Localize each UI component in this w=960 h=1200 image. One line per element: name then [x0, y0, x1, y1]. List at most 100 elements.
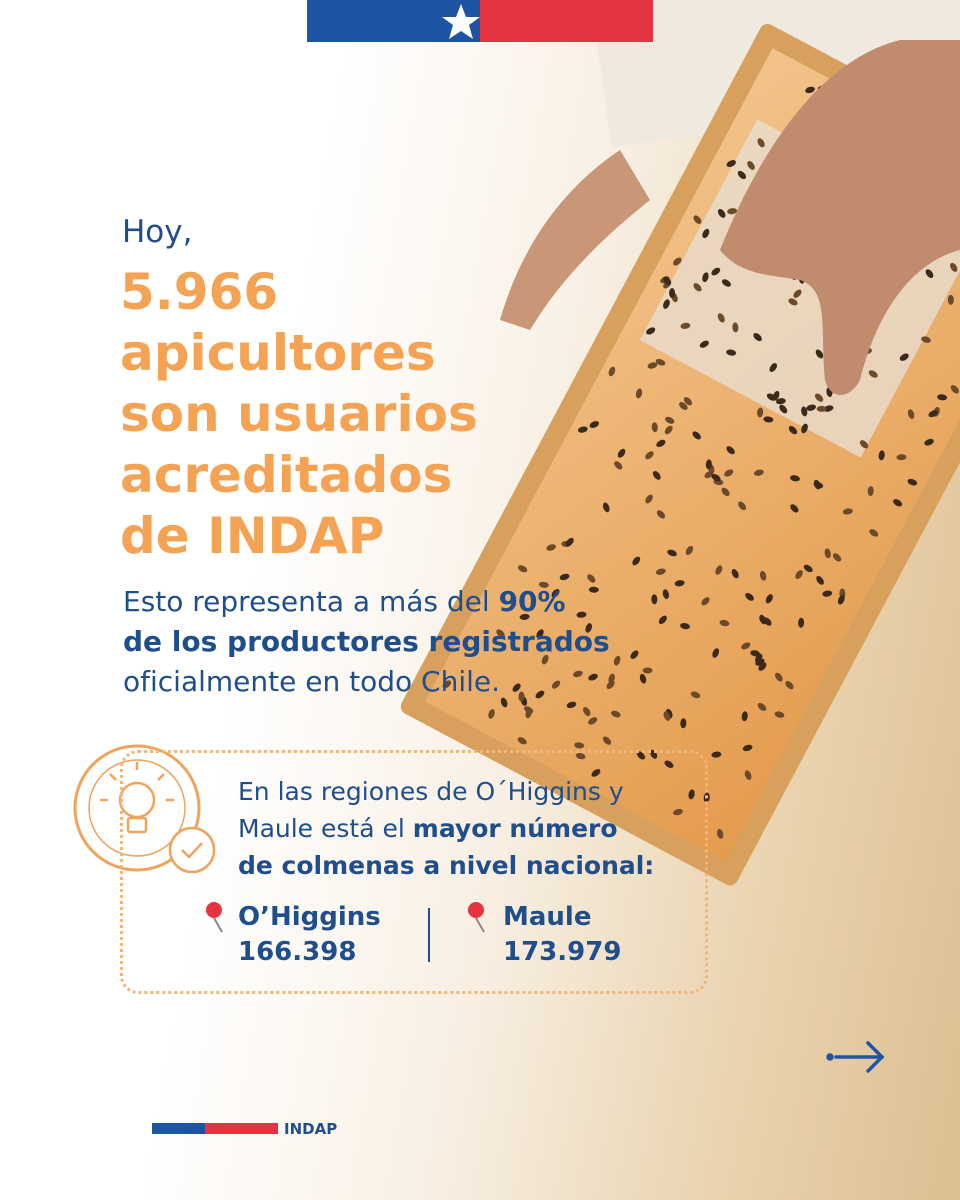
bee — [630, 650, 639, 659]
bee — [655, 568, 666, 575]
bee — [907, 478, 918, 486]
bee — [551, 589, 560, 598]
text-segment: Maule está el — [238, 814, 413, 843]
text-line: Maule está el mayor número — [238, 810, 654, 847]
bee — [737, 170, 747, 180]
bee — [815, 349, 824, 359]
headline-line: de INDAP — [120, 507, 385, 565]
bee — [721, 487, 730, 497]
next-arrow[interactable] — [826, 1041, 885, 1073]
bee — [859, 440, 869, 449]
bee — [719, 619, 730, 627]
bee — [837, 595, 845, 605]
headline: 5.966 apicultores son usuarios acreditados d… — [120, 262, 478, 567]
bee — [588, 586, 599, 593]
bee — [757, 702, 767, 711]
bee — [759, 570, 767, 581]
bee — [950, 385, 959, 394]
bee — [680, 322, 691, 329]
bee — [611, 710, 621, 718]
bee — [536, 629, 544, 639]
bee — [711, 267, 721, 276]
text-segment: de colmenas a nivel nacional: — [238, 851, 655, 880]
bee — [711, 751, 722, 758]
bee — [496, 629, 505, 638]
bee — [699, 340, 709, 348]
region-name: O’Higgins — [238, 902, 381, 932]
bee — [822, 590, 833, 597]
bee — [744, 770, 752, 780]
bee — [788, 298, 798, 306]
bee — [793, 289, 802, 298]
bee — [813, 481, 824, 489]
bee — [754, 469, 764, 476]
bee — [775, 672, 783, 682]
bee — [702, 228, 710, 239]
bee — [757, 138, 765, 148]
text-segment: de los productores registrados — [123, 625, 610, 658]
bee — [651, 422, 658, 433]
text-segment: En las regiones de O´Higgins y — [238, 777, 624, 806]
bee — [662, 589, 670, 600]
bee — [664, 760, 674, 769]
bee — [757, 407, 764, 418]
bee — [924, 438, 934, 446]
bee — [656, 510, 666, 519]
bee — [727, 208, 738, 215]
bee — [692, 431, 701, 440]
bee — [726, 446, 735, 455]
bee — [559, 573, 570, 581]
bee — [925, 269, 934, 278]
bee — [724, 469, 734, 477]
bee — [679, 402, 688, 410]
bee — [715, 565, 723, 575]
bee — [763, 617, 772, 626]
bee — [688, 789, 695, 800]
bee — [731, 569, 739, 579]
bee — [573, 670, 583, 678]
bee — [693, 283, 702, 292]
bee — [639, 673, 647, 684]
bee — [642, 667, 653, 674]
bee — [636, 751, 646, 760]
bee — [899, 353, 909, 361]
bee — [772, 391, 780, 401]
text-line: de los productores registrados — [123, 622, 610, 662]
bee — [907, 409, 915, 420]
bee — [512, 683, 521, 692]
bee — [937, 394, 948, 401]
bee — [525, 708, 532, 719]
bee — [685, 545, 694, 555]
bee — [646, 327, 656, 335]
bee — [798, 617, 805, 628]
bee — [606, 680, 615, 689]
bee — [673, 808, 683, 816]
bee — [803, 564, 813, 573]
bee — [663, 711, 671, 721]
bee — [574, 742, 585, 749]
bee — [673, 257, 682, 266]
bee — [805, 86, 815, 94]
bee — [535, 690, 545, 699]
bee — [589, 421, 600, 428]
bee — [790, 504, 799, 513]
bee — [717, 313, 725, 323]
bee — [442, 680, 452, 689]
bee — [588, 673, 598, 681]
bee — [541, 654, 549, 665]
flag — [307, 0, 653, 42]
bee — [583, 706, 591, 717]
bee — [832, 553, 842, 562]
bee — [947, 294, 954, 305]
bee — [565, 537, 574, 547]
text-segment: mayor número — [412, 814, 618, 843]
bee — [747, 161, 755, 170]
bee — [664, 425, 673, 435]
bee — [647, 362, 658, 369]
bee — [814, 393, 824, 402]
bee — [717, 208, 726, 218]
bee — [732, 322, 739, 333]
bee — [588, 717, 598, 725]
bee — [602, 736, 612, 745]
